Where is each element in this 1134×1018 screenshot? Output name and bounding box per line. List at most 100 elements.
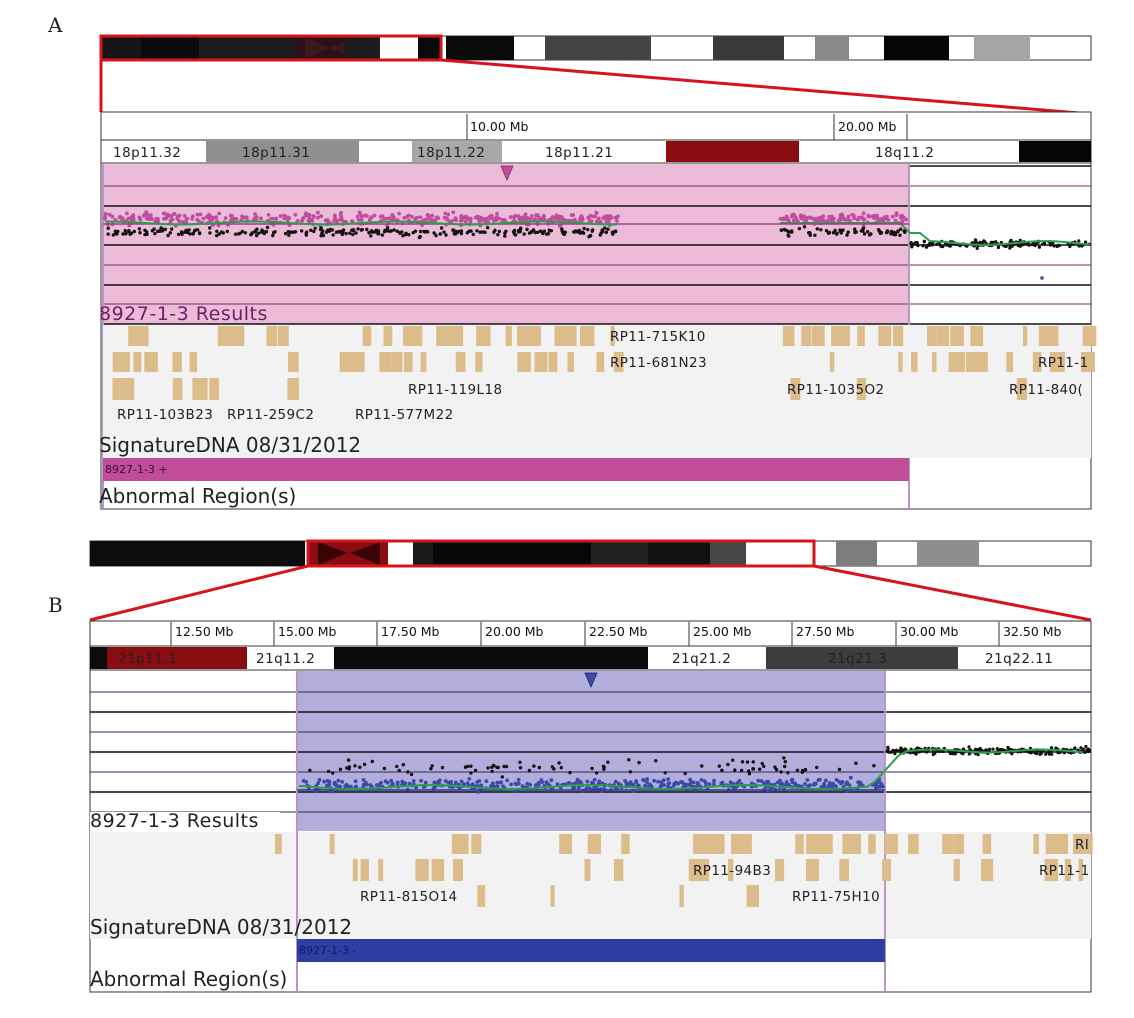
probe-dot xyxy=(340,779,345,784)
probe-dot xyxy=(356,218,361,222)
probe-dot xyxy=(893,231,897,235)
probe-dot xyxy=(834,784,838,788)
probe-dot xyxy=(616,781,621,786)
probe-dot xyxy=(571,785,575,790)
probe-dot xyxy=(501,784,505,789)
probe-dot xyxy=(879,231,884,235)
probe-dot xyxy=(378,214,383,219)
probe-dot xyxy=(941,244,945,248)
clone-tick xyxy=(189,352,197,372)
probe-dot xyxy=(522,232,526,236)
probe-dot xyxy=(656,779,660,784)
probe-dot xyxy=(331,771,335,775)
clone-tick xyxy=(122,378,135,400)
probe-dot xyxy=(1079,746,1083,750)
clone-tick xyxy=(815,326,821,346)
clone-tick xyxy=(1059,352,1065,372)
probe-dot xyxy=(826,784,831,788)
probe-dot xyxy=(344,231,348,236)
probe-dot xyxy=(523,212,528,217)
clone-tick xyxy=(1033,834,1039,854)
probe-dot xyxy=(604,219,609,224)
probe-dot xyxy=(463,219,468,224)
probe-dot xyxy=(508,215,513,219)
probe-dot xyxy=(127,229,131,234)
probe-dot xyxy=(368,217,372,222)
clone-tick xyxy=(954,352,965,372)
probe-dot xyxy=(691,780,696,785)
clone-tick xyxy=(471,834,482,854)
probe-dot xyxy=(555,217,560,221)
probe-dot xyxy=(747,769,751,773)
clone-tick xyxy=(112,378,126,400)
probe-dot xyxy=(579,214,584,219)
probe-dot xyxy=(594,210,599,215)
probe-dot xyxy=(760,761,764,766)
probe-dot xyxy=(287,233,291,237)
probe-dot xyxy=(807,231,811,235)
probe-dot xyxy=(834,777,839,782)
probe-dot xyxy=(274,216,279,221)
probe-dot xyxy=(803,768,808,772)
clone-tick xyxy=(476,326,488,346)
clone-track-a xyxy=(103,325,1091,458)
probe-dot xyxy=(796,783,800,788)
band-label: 18p11.31 xyxy=(242,145,310,161)
probe-dot xyxy=(307,217,312,221)
probe-dot xyxy=(350,219,354,224)
probe-dot xyxy=(495,765,499,769)
probe-dot xyxy=(593,214,597,219)
probe-dot xyxy=(786,771,790,775)
probe-dot xyxy=(163,227,168,231)
probe-dot xyxy=(911,242,915,247)
probe-dot xyxy=(530,214,534,218)
probe-dot xyxy=(807,215,811,220)
probe-dot xyxy=(795,219,800,223)
probe-dot xyxy=(403,781,408,786)
probe-dot xyxy=(325,779,330,783)
probe-dot xyxy=(271,233,275,238)
probe-dot xyxy=(518,227,523,232)
probe-dot xyxy=(444,233,448,237)
probe-dot xyxy=(106,226,110,230)
probe-dot xyxy=(894,212,899,217)
probe-dot xyxy=(679,780,684,784)
probe-dot xyxy=(400,779,405,784)
probe-dot xyxy=(475,229,479,233)
probe-dot xyxy=(699,778,704,782)
probe-dot xyxy=(569,213,574,218)
probe-dot xyxy=(477,219,482,223)
clone-tick xyxy=(1047,326,1058,346)
probe-dot xyxy=(413,217,417,222)
probe-dot xyxy=(407,233,411,237)
probe-dot xyxy=(404,231,408,235)
probe-dot xyxy=(159,226,163,230)
clone-tick xyxy=(554,326,568,346)
probe-dot xyxy=(648,782,653,787)
probe-dot xyxy=(636,783,640,788)
clone-tick xyxy=(477,885,486,907)
probe-dot xyxy=(536,213,540,218)
probe-dot xyxy=(430,213,435,218)
probe-dot xyxy=(608,214,613,219)
probe-dot xyxy=(316,210,320,215)
probe-dot xyxy=(365,782,369,787)
probe-dot xyxy=(170,227,174,231)
probe-dot xyxy=(432,781,437,785)
probe-dot xyxy=(153,231,157,236)
probe-dot xyxy=(867,233,872,237)
probe-dot xyxy=(996,245,1001,250)
ruler-tick-label: 22.50 Mb xyxy=(589,624,648,639)
clone-label: RP11-94B3 xyxy=(693,863,771,879)
probe-dot xyxy=(363,213,368,218)
probe-dot xyxy=(935,242,939,246)
probe-dot xyxy=(546,232,551,236)
results-grid-b xyxy=(90,691,1091,813)
clone-tick xyxy=(452,326,463,346)
probe-dot xyxy=(138,231,142,235)
abnormal-label-a: Abnormal Region(s) xyxy=(99,484,296,508)
probe-dot xyxy=(821,214,826,219)
probe-dot xyxy=(922,240,926,244)
probe-dot xyxy=(319,214,324,219)
probe-dot xyxy=(339,210,343,215)
